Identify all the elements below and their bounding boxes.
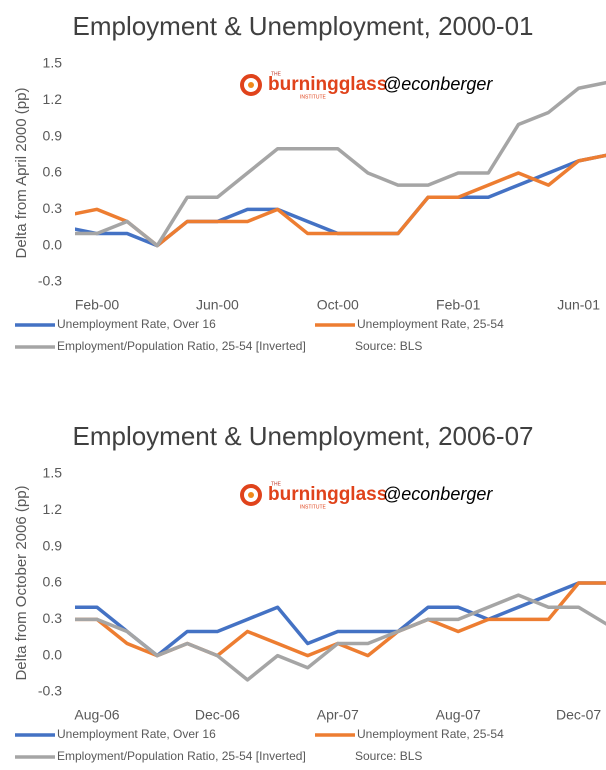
logo-top: THE xyxy=(271,71,282,77)
series-line xyxy=(75,80,606,248)
legend-label: Unemployment Rate, 25-54 xyxy=(357,727,504,741)
chart-title: Employment & Unemployment, 2006-07 xyxy=(72,421,533,451)
chart-title: Employment & Unemployment, 2000-01 xyxy=(72,11,533,41)
series-line xyxy=(75,153,606,248)
legend-label: Employment/Population Ratio, 25-54 [Inve… xyxy=(57,339,306,353)
y-tick-label: 0.0 xyxy=(43,646,63,662)
x-tick-label: Aug-06 xyxy=(74,707,119,723)
y-tick-label: 0.6 xyxy=(43,164,63,180)
x-tick-label: Apr-07 xyxy=(317,707,359,723)
logo-icon xyxy=(240,484,262,506)
y-tick-label: 0.9 xyxy=(43,537,63,553)
legend-label: Unemployment Rate, 25-54 xyxy=(357,317,504,331)
logo-icon xyxy=(240,74,262,96)
logo-top: THE xyxy=(271,481,282,487)
plot xyxy=(75,80,606,248)
annotation: @econberger xyxy=(383,484,493,504)
y-tick-label: 0.0 xyxy=(43,236,63,252)
plot xyxy=(75,581,606,682)
y-tick-label: 1.2 xyxy=(43,91,63,107)
logo-bottom: INSTITUTE xyxy=(300,504,326,510)
x-tick-label: Jun-00 xyxy=(196,297,239,313)
y-tick-label: 0.3 xyxy=(43,610,63,626)
y-tick-label: 0.6 xyxy=(43,574,63,590)
y-tick-label: 0.9 xyxy=(43,127,63,143)
y-axis-label: Delta from October 2006 (pp) xyxy=(13,485,30,680)
annotation: @econberger xyxy=(383,74,493,94)
x-tick-label: Aug-07 xyxy=(436,707,481,723)
legend-label: Unemployment Rate, Over 16 xyxy=(57,317,216,331)
legend-label: Employment/Population Ratio, 25-54 [Inve… xyxy=(57,749,306,763)
y-tick-label: -0.3 xyxy=(38,273,62,289)
x-tick-label: Jun-01 xyxy=(557,297,600,313)
logo-name: burningglass xyxy=(268,74,387,95)
legend-label: Unemployment Rate, Over 16 xyxy=(57,727,216,741)
y-tick-label: 1.5 xyxy=(43,465,63,481)
y-tick-label: 1.5 xyxy=(43,55,63,71)
logo-icon-core xyxy=(248,82,254,88)
logo-name: burningglass xyxy=(268,484,387,505)
x-tick-label: Oct-00 xyxy=(317,297,359,313)
y-tick-label: -0.3 xyxy=(38,683,62,699)
series-line xyxy=(75,593,606,682)
x-tick-label: Dec-06 xyxy=(195,707,240,723)
logo-bottom: INSTITUTE xyxy=(300,94,326,100)
y-tick-label: 0.3 xyxy=(43,200,63,216)
x-tick-label: Feb-00 xyxy=(75,297,120,313)
source: Source: BLS xyxy=(355,339,422,353)
x-tick-label: Feb-01 xyxy=(436,297,481,313)
y-axis-label: Delta from April 2000 (pp) xyxy=(13,88,30,259)
y-tick-label: 1.2 xyxy=(43,501,63,517)
logo-icon-core xyxy=(248,492,254,498)
source: Source: BLS xyxy=(355,749,422,763)
x-tick-label: Dec-07 xyxy=(556,707,601,723)
